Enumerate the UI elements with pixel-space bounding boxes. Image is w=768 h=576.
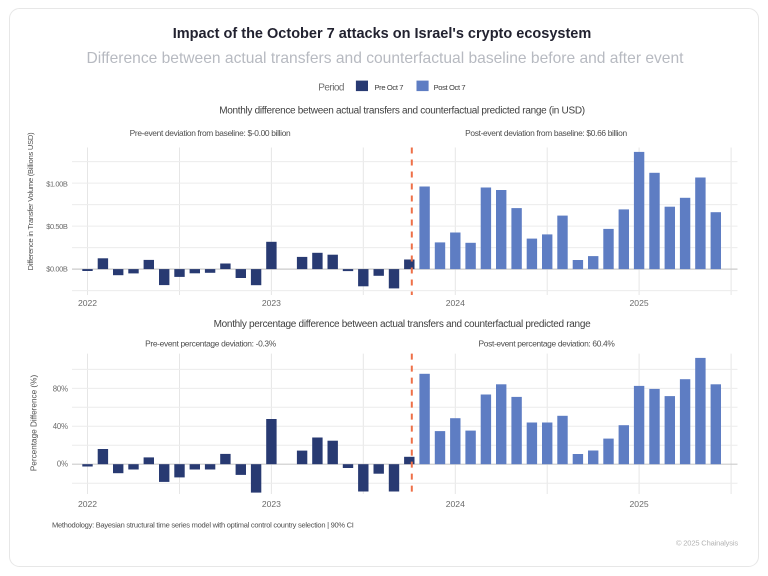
svg-text:0%: 0% — [57, 459, 68, 468]
svg-text:2023: 2023 — [262, 499, 281, 509]
svg-text:© 2025 Chainalysis: © 2025 Chainalysis — [676, 539, 738, 548]
svg-text:Post Oct 7: Post Oct 7 — [434, 83, 466, 92]
svg-text:2025: 2025 — [630, 499, 649, 509]
svg-text:2025: 2025 — [630, 298, 649, 308]
svg-text:Methodology: Bayesian structur: Methodology: Bayesian structural time se… — [52, 521, 354, 530]
svg-text:2024: 2024 — [446, 499, 465, 509]
svg-text:$0.00B: $0.00B — [46, 265, 68, 274]
svg-text:Monthly percentage difference: Monthly percentage difference between ac… — [214, 319, 591, 330]
svg-text:$1.00B: $1.00B — [46, 180, 68, 189]
svg-text:2023: 2023 — [262, 298, 281, 308]
svg-text:Difference in Transfer Volume: Difference in Transfer Volume (Billions … — [26, 132, 35, 270]
svg-text:80%: 80% — [53, 384, 68, 393]
svg-text:Impact of the October 7 attack: Impact of the October 7 attacks on Israe… — [173, 26, 591, 42]
svg-text:Post-event deviation from base: Post-event deviation from baseline: $0.6… — [465, 128, 627, 138]
svg-text:Post-event percentage deviatio: Post-event percentage deviation: 60.4% — [479, 339, 616, 349]
svg-text:Pre-event deviation from basel: Pre-event deviation from baseline: $-0.0… — [130, 128, 291, 138]
svg-text:Monthly difference between act: Monthly difference between actual transf… — [219, 106, 585, 117]
svg-text:40%: 40% — [53, 422, 68, 431]
svg-text:2024: 2024 — [446, 298, 465, 308]
svg-text:Pre Oct 7: Pre Oct 7 — [375, 83, 404, 92]
svg-text:Percentage Difference (%): Percentage Difference (%) — [29, 375, 38, 472]
svg-text:$0.50B: $0.50B — [46, 222, 68, 231]
svg-text:Pre-event percentage deviation: Pre-event percentage deviation: -0.3% — [145, 339, 277, 349]
svg-text:2022: 2022 — [78, 499, 97, 509]
svg-text:Period: Period — [318, 83, 344, 94]
svg-text:2022: 2022 — [78, 298, 97, 308]
svg-text:Difference between actual tran: Difference between actual transfers and … — [87, 50, 685, 67]
